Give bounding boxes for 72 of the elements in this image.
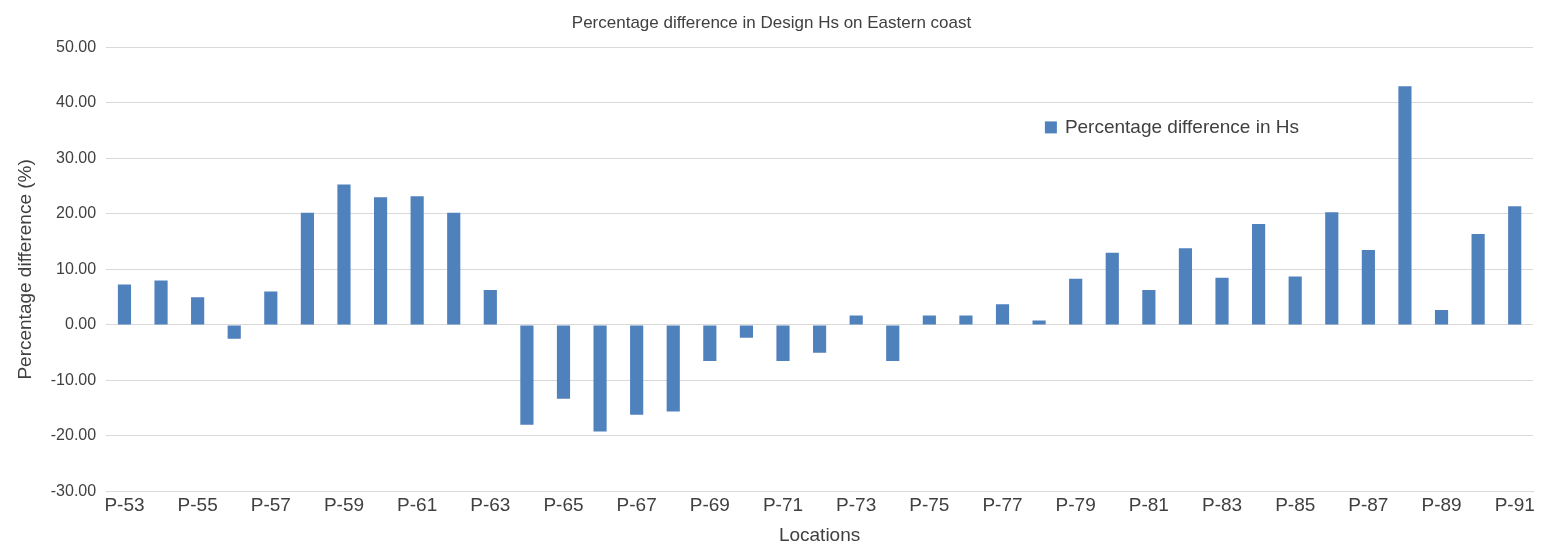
x-tick-label: P-79 <box>1055 494 1096 516</box>
bar <box>154 280 168 325</box>
x-tick-label: P-67 <box>616 494 657 516</box>
bar <box>1032 320 1046 325</box>
y-tick-label: -30.00 <box>50 481 97 499</box>
y-tick-label: 50.00 <box>56 37 97 55</box>
bar <box>593 325 607 432</box>
bar <box>447 212 461 325</box>
bar <box>1215 277 1229 325</box>
bar <box>227 325 241 339</box>
y-tick-label: 40.00 <box>56 93 97 111</box>
bar <box>922 315 936 325</box>
bar <box>373 197 388 325</box>
x-tick-label: P-75 <box>909 494 950 516</box>
y-tick-label: 20.00 <box>56 204 97 222</box>
bar <box>410 196 424 325</box>
x-tick-label: P-83 <box>1201 494 1243 516</box>
legend-label: Percentage difference in Hs <box>1064 115 1299 137</box>
bar <box>1508 206 1522 325</box>
x-tick-label: P-61 <box>397 494 438 516</box>
y-tick-label: 30.00 <box>56 148 97 166</box>
bar <box>703 325 717 361</box>
bar <box>630 325 644 415</box>
x-tick-label: P-57 <box>250 494 291 516</box>
bar <box>849 315 863 325</box>
bar <box>191 297 205 325</box>
bar <box>1434 309 1449 325</box>
x-tick-label: P-55 <box>177 494 218 516</box>
y-tick-label: 0.00 <box>65 315 97 333</box>
bar <box>813 325 827 353</box>
y-tick-label: 10.00 <box>56 259 97 277</box>
bar <box>776 325 790 361</box>
chart-title: Percentage difference in Design Hs on Eastern coast <box>571 12 972 32</box>
bar <box>666 325 680 412</box>
x-tick-label: P-59 <box>323 494 365 516</box>
x-tick-label: P-91 <box>1494 494 1535 516</box>
bar <box>959 315 973 325</box>
bar <box>1105 252 1119 325</box>
bar <box>1471 233 1485 325</box>
bar <box>739 325 753 338</box>
x-tick-label: P-87 <box>1348 494 1389 516</box>
bar <box>117 284 132 325</box>
y-tick-label: -20.00 <box>50 426 97 444</box>
bar <box>300 212 314 325</box>
bar <box>556 325 571 399</box>
bar <box>1325 212 1339 325</box>
bar <box>520 325 534 425</box>
bar <box>1252 223 1266 325</box>
x-tick-label: P-81 <box>1128 494 1169 516</box>
bar <box>483 289 497 325</box>
bar <box>1361 249 1375 325</box>
bar <box>995 304 1010 325</box>
x-tick-label: P-71 <box>762 494 804 516</box>
bar <box>1142 289 1156 325</box>
x-tick-label: P-65 <box>543 494 584 516</box>
x-tick-label: P-73 <box>836 494 877 516</box>
x-tick-label: P-85 <box>1275 494 1316 516</box>
bar <box>337 184 351 325</box>
x-tick-label: P-53 <box>104 494 145 516</box>
bar <box>1178 248 1193 325</box>
x-axis-title: Locations <box>778 523 861 545</box>
bar <box>264 291 278 325</box>
y-axis-title: Percentage difference (%) <box>13 159 35 380</box>
bar <box>1288 276 1302 325</box>
bar <box>886 325 900 361</box>
x-tick-label: P-77 <box>982 494 1023 516</box>
x-tick-label: P-63 <box>470 494 511 516</box>
x-tick-label: P-69 <box>689 494 730 516</box>
bar <box>1398 86 1412 325</box>
x-tick-label: P-89 <box>1421 494 1462 516</box>
y-tick-label: -10.00 <box>50 370 97 388</box>
bar <box>1069 278 1083 325</box>
